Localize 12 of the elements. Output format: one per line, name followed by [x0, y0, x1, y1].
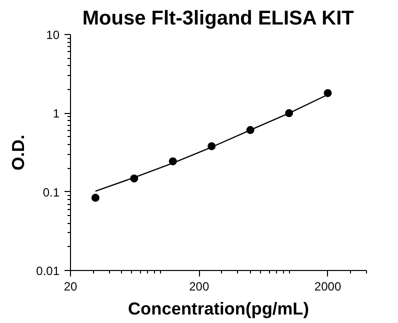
x-tick-label: 2000	[314, 280, 342, 294]
y-tick-label: 0.1	[42, 185, 60, 200]
x-axis-title: Concentration(pg/mL)	[128, 298, 309, 318]
x-tick-label: 20	[64, 280, 78, 294]
x-tick-label: 200	[189, 280, 210, 294]
y-tick-label: 10	[46, 28, 60, 42]
y-tick-label: 1	[52, 106, 60, 121]
chart-title: Mouse Flt-3ligand ELISA KIT	[82, 8, 354, 30]
y-axis-title: O.D.	[8, 134, 28, 170]
point	[324, 89, 332, 98]
point	[91, 194, 100, 202]
y-tick-label: 0.01	[36, 264, 60, 278]
